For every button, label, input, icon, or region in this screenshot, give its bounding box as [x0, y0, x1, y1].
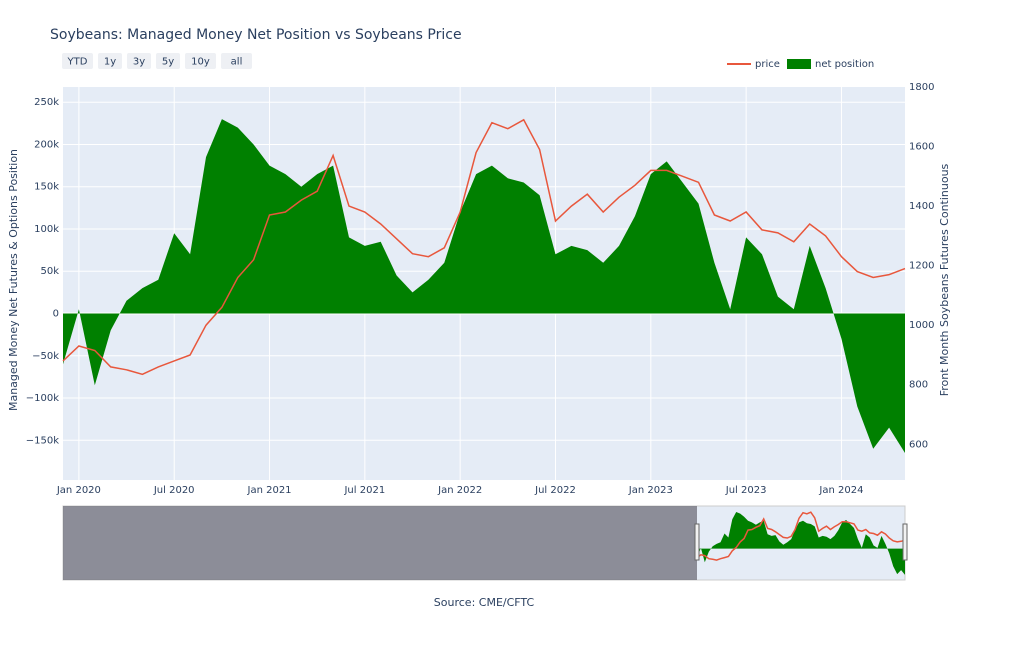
- range-button-label[interactable]: 1y: [104, 57, 116, 68]
- x-tick-label: Jan 2023: [628, 485, 673, 496]
- range-button-bg[interactable]: [62, 53, 93, 69]
- range-slider-mask: [63, 506, 697, 580]
- y2-axis-title: Front Month Soybeans Futures Continuous: [938, 163, 951, 396]
- x-tick-label: Jan 2022: [437, 485, 482, 496]
- range-button[interactable]: 1y: [98, 53, 122, 69]
- y2-tick-label: 1800: [909, 82, 934, 93]
- range-button-bg[interactable]: [127, 53, 151, 69]
- range-button-bg[interactable]: [221, 53, 252, 69]
- range-slider-traces: [696, 511, 906, 575]
- chart-title: Soybeans: Managed Money Net Position vs …: [50, 27, 462, 43]
- y-tick-label: −100k: [26, 393, 59, 404]
- net-area: [63, 119, 905, 453]
- y2-tick-label: 600: [909, 439, 928, 450]
- x-tick-label: Jul 2021: [343, 485, 385, 496]
- x-tick-label: Jul 2020: [153, 485, 195, 496]
- range-button-label[interactable]: 3y: [133, 57, 145, 68]
- y2-tick-label: 800: [909, 380, 928, 391]
- y2-tick-label: 1000: [909, 320, 934, 331]
- range-button-bg[interactable]: [98, 53, 122, 69]
- range-button[interactable]: YTD: [62, 53, 93, 69]
- legend-swatch: [787, 59, 811, 69]
- x-tick-label: Jan 2021: [247, 485, 292, 496]
- y2-tick-label: 1400: [909, 201, 934, 212]
- legend-label: price: [755, 59, 780, 70]
- x-tick-label: Jul 2023: [725, 485, 767, 496]
- x-tick-label: Jan 2024: [818, 485, 863, 496]
- x-tick-label: Jul 2022: [534, 485, 576, 496]
- range-button[interactable]: 5y: [156, 53, 180, 69]
- x-tick-label: Jan 2020: [56, 485, 101, 496]
- range-slider-handle[interactable]: [902, 523, 908, 561]
- slider-net-area: [697, 512, 905, 575]
- y-tick-label: 100k: [34, 224, 59, 235]
- range-button-label[interactable]: 10y: [191, 57, 210, 68]
- range-slider-handle[interactable]: [694, 523, 700, 561]
- slider-price-line: [696, 511, 906, 561]
- range-button-label[interactable]: all: [231, 57, 243, 68]
- range-button-bg[interactable]: [185, 53, 216, 69]
- legend-label: net position: [815, 59, 874, 70]
- range-button[interactable]: all: [221, 53, 252, 69]
- range-button[interactable]: 3y: [127, 53, 151, 69]
- y-tick-label: 250k: [34, 97, 59, 108]
- y-tick-label: 0: [53, 309, 59, 320]
- y-tick-label: −150k: [26, 435, 59, 446]
- y-tick-label: −50k: [32, 351, 59, 362]
- price-line: [62, 118, 906, 376]
- source: Source: CME/CFTC: [434, 596, 535, 609]
- range-button-label[interactable]: YTD: [67, 57, 88, 68]
- y-tick-label: 50k: [40, 266, 59, 277]
- y-tick-label: 200k: [34, 139, 59, 150]
- range-button-label[interactable]: 5y: [162, 57, 174, 68]
- y2-tick-label: 1200: [909, 261, 934, 272]
- range-button-bg[interactable]: [156, 53, 180, 69]
- y-axis-title: Managed Money Net Futures & Options Posi…: [7, 149, 20, 411]
- y-tick-label: 150k: [34, 182, 59, 193]
- y2-tick-label: 1600: [909, 142, 934, 153]
- range-button[interactable]: 10y: [185, 53, 216, 69]
